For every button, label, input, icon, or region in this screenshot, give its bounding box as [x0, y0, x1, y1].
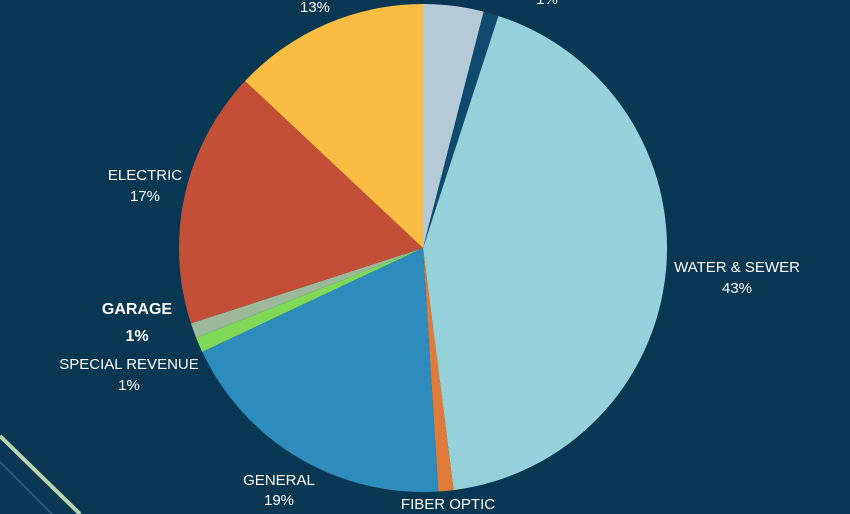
value-label: 1% [536, 0, 558, 8]
pie [179, 4, 667, 492]
pie-slice [245, 4, 423, 248]
pie-slice [202, 248, 439, 492]
labels: 1% WATER & SEWER 43% FIBER OPTIC GENERAL 19% S… [59, 0, 800, 513]
value-label: 17% [130, 188, 160, 205]
pie-slice [423, 15, 667, 491]
value-label: 13% [300, 0, 330, 16]
category-label: GENERAL [243, 472, 315, 489]
category-label: ELECTRIC [108, 167, 182, 184]
pie-slice [179, 80, 423, 324]
value-label: 43% [722, 280, 752, 297]
value-label: 1% [118, 377, 140, 394]
category-label: WATER & SEWER [674, 259, 800, 276]
pie-slice [423, 4, 484, 248]
pie-slice [190, 248, 423, 338]
category-label: GARAGE [102, 301, 173, 318]
category-label: FIBER OPTIC [401, 496, 495, 513]
value-label: 19% [264, 492, 294, 509]
pie-slice [423, 11, 499, 248]
value-label: 1% [125, 328, 148, 345]
decor-line [0, 434, 82, 514]
decor-line [0, 461, 53, 514]
pie-slice [196, 248, 423, 352]
pie-slice [423, 248, 454, 492]
category-label: SPECIAL REVENUE [59, 356, 199, 373]
